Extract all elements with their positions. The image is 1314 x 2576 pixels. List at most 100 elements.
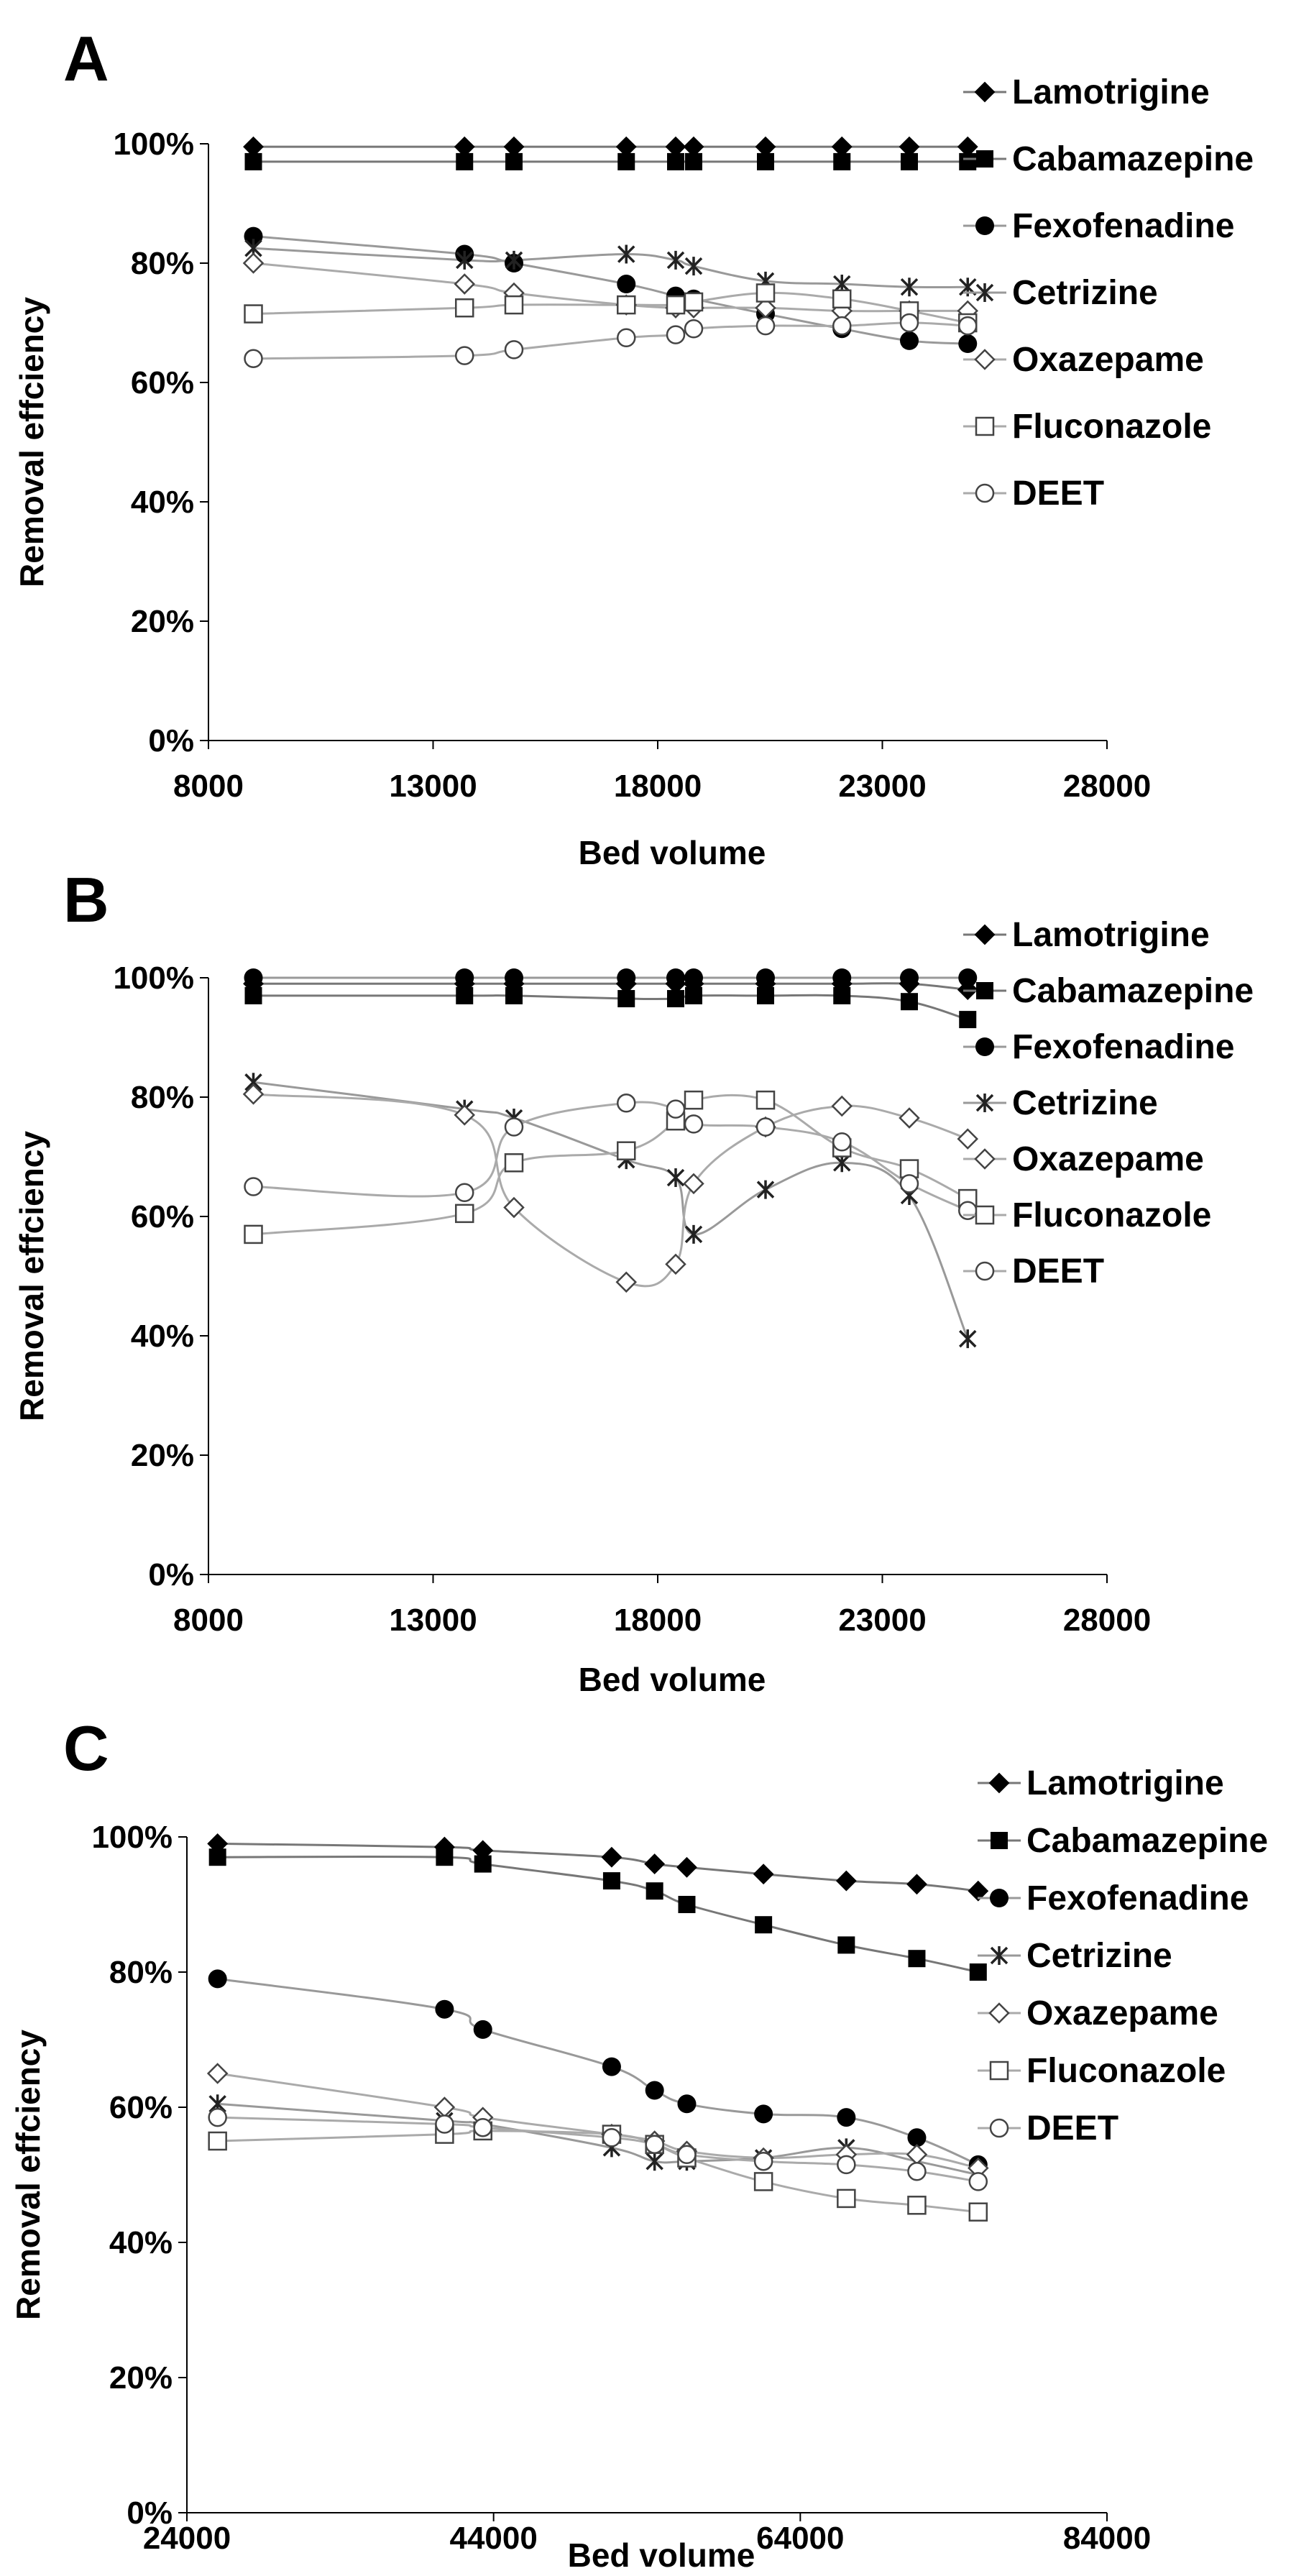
panel-c-point-cabamazepine: [755, 1916, 773, 1934]
panel-b-legend-marker-fexofenadine: [975, 1037, 994, 1056]
panel-a-point-deet: [899, 313, 919, 333]
panel-c-x-tick-label: 44000: [449, 2521, 537, 2556]
panel-b-point-oxazepame: [665, 1253, 686, 1275]
panel-b-point-deet: [244, 1177, 263, 1196]
panel-b-point-cetrizine: [666, 1168, 685, 1188]
panel-a-point-fluconazole: [666, 295, 686, 315]
panel-c-point-cabamazepine: [602, 1872, 620, 1890]
panel-c-plot: 0% 20% 40% 60% 80% 100% 24000 44000 64000 84000 Be…: [9, 1820, 1151, 2574]
panel-b-point-fluconazole: [755, 1090, 776, 1110]
panel-c-legend-label: Cetrizine: [1026, 1937, 1172, 1975]
panel-b-point-oxazepame: [683, 1173, 704, 1195]
panel-b-legend-item-cetrizine: Cetrizine: [963, 1084, 1158, 1122]
panel-b-legend-label: Oxazepame: [1012, 1140, 1204, 1178]
panel-b-x-tick-label: 23000: [838, 1603, 926, 1638]
panel-c-legend-item-lamotrigine: Lamotrigine: [978, 1764, 1224, 1802]
panel-b-point-cabamazepine: [833, 986, 851, 1004]
panel-c-line-fluconazole: [217, 2130, 978, 2214]
panel-b-legend-marker-fluconazole: [975, 1205, 995, 1225]
panel-a-legend-item-deet: DEET: [963, 475, 1104, 513]
panel-b-point-deet: [455, 1183, 474, 1203]
panel-a-point-fexofenadine: [958, 334, 978, 354]
panel-c-point-deet: [677, 2145, 697, 2165]
panel-b-point-fluconazole: [455, 1204, 474, 1224]
panel-c-point-deet: [208, 2107, 227, 2127]
panel-b-point-oxazepame: [454, 1104, 476, 1126]
panel-c-point-deet: [602, 2128, 622, 2148]
panel-a-series-lines: [253, 145, 968, 360]
panel-b-point-fexofenadine: [455, 968, 474, 987]
panel-a-point-cabamazepine: [901, 152, 918, 170]
panel-b-legend: Lamotrigine Cabamazepine Fexofenadine Cetri…: [963, 916, 1254, 1291]
panel-a-legend-label: DEET: [1012, 475, 1104, 513]
panel-c-legend-item-cetrizine: Cetrizine: [978, 1937, 1172, 1975]
panel-a-point-cabamazepine: [757, 152, 774, 170]
panel-c-point-lamotrigine: [906, 1874, 927, 1895]
panel-b-point-cabamazepine: [757, 986, 774, 1004]
panel-a-point-cabamazepine: [833, 152, 851, 170]
panel-a-point-deet: [832, 316, 852, 336]
panel-b-point-cabamazepine: [959, 1011, 977, 1029]
panel-c-legend-marker-cetrizine: [990, 1946, 1009, 1965]
panel-a-point-fluconazole: [617, 295, 636, 315]
panel-a-y-tick-label: 60%: [131, 365, 194, 400]
panel-b-y-tick-label: 80%: [131, 1080, 194, 1115]
panel-a-y-tick-label: 20%: [131, 604, 194, 639]
panel-b-legend-marker-oxazepame: [974, 1148, 996, 1170]
panel-b-legend-item-lamotrigine: Lamotrigine: [963, 916, 1210, 954]
panel-b-point-fluconazole: [684, 1090, 704, 1110]
panel-a-legend-label: Fexofenadine: [1012, 207, 1234, 245]
panel-a-legend-label: Cabamazepine: [1012, 140, 1254, 178]
panel-b-point-cabamazepine: [244, 986, 262, 1004]
panel-b-legend-label: Fluconazole: [1012, 1196, 1211, 1234]
panel-b-point-cabamazepine: [685, 986, 702, 1004]
panel-b-point-oxazepame: [503, 1196, 525, 1219]
panel-a-line-fluconazole: [253, 291, 968, 324]
panel-c-point-fexofenadine: [677, 2094, 697, 2114]
panel-c-point-fluconazole: [837, 2188, 856, 2209]
panel-c-point-cabamazepine: [645, 1882, 663, 1900]
panel-c-legend-label: Cabamazepine: [1026, 1822, 1268, 1860]
panel-a-point-deet: [244, 349, 263, 369]
panel-a-point-fluconazole: [504, 295, 524, 315]
panel-b-point-oxazepame: [242, 1083, 265, 1105]
panel-b-plot: 0% 20% 40% 60% 80% 100% 8000 13000 18000 23000 280…: [13, 961, 1151, 1698]
panel-a-point-cetrizine: [900, 278, 919, 297]
panel-c-point-deet: [753, 2151, 773, 2171]
panel-b-point-fexofenadine: [617, 968, 636, 987]
panel-a-y-tick-label: 0%: [148, 723, 194, 758]
panel-a-point-cetrizine: [456, 250, 474, 270]
panel-c-series-markers: [206, 1833, 989, 2222]
panel-a-legend-item-cetrizine: Cetrizine: [963, 274, 1158, 312]
panel-a-legend-marker-fluconazole: [975, 416, 995, 436]
panel-c-point-cetrizine: [645, 2152, 663, 2171]
panel-c-x-axis-title: Bed volume: [568, 2536, 755, 2574]
panel-b-legend-marker-cetrizine: [975, 1094, 994, 1112]
panel-a-y-tick-label: 80%: [131, 246, 194, 281]
panel-c-legend-item-cabamazepine: Cabamazepine: [978, 1822, 1268, 1860]
panel-c-line-cabamazepine: [217, 1855, 979, 1974]
panel-b: B 0% 20% 40% 60% 80% 100% 8000 13000 18000 23000 2…: [13, 864, 1254, 1698]
panel-c-series-lines: [217, 1842, 979, 2214]
panel-a-point-cabamazepine: [667, 152, 684, 170]
panel-c-point-fluconazole: [907, 2196, 927, 2215]
panel-b-point-deet: [899, 1174, 919, 1193]
panel-b-series-lines: [253, 976, 969, 1339]
panel-a-legend-item-fexofenadine: Fexofenadine: [963, 207, 1234, 245]
panel-a-legend-marker-oxazepame: [974, 349, 996, 370]
panel-b-y-tick-label: 100%: [113, 961, 194, 996]
panel-c-point-fexofenadine: [602, 2057, 621, 2076]
panel-b-point-cabamazepine: [505, 986, 523, 1004]
panel-c-line-cetrizine: [217, 2102, 979, 2176]
panel-a-letter: A: [63, 23, 109, 94]
panel-a-legend-label: Oxazepame: [1012, 341, 1204, 379]
panel-a-x-tick-label: 13000: [389, 769, 477, 804]
panel-a-legend-label: Cetrizine: [1012, 274, 1158, 312]
panel-c-point-deet: [435, 2114, 454, 2134]
panel-a-legend-item-fluconazole: Fluconazole: [963, 408, 1211, 446]
panel-b-y-tick-label: 20%: [131, 1438, 194, 1473]
panel-b-point-fluconazole: [504, 1153, 524, 1173]
panel-b-legend-marker-cabamazepine: [976, 982, 993, 999]
panel-c-point-lamotrigine: [968, 1880, 989, 1902]
